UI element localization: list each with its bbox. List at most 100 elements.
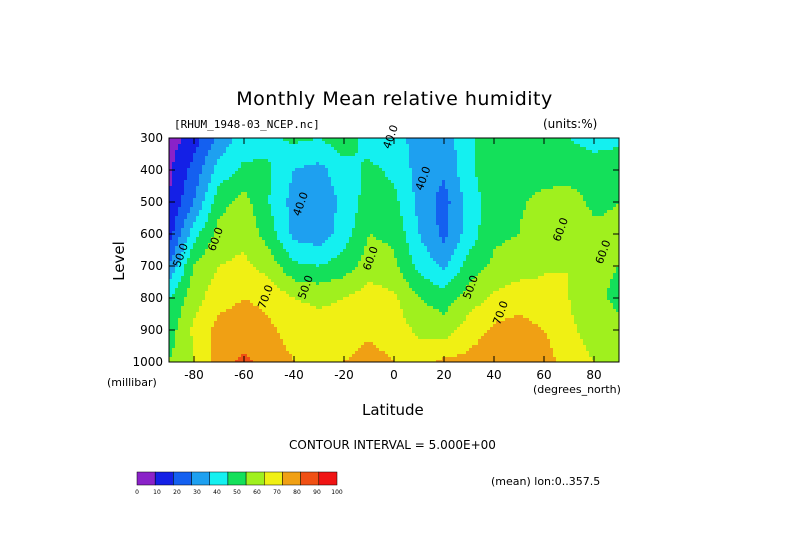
field-cell <box>421 225 425 229</box>
field-cell <box>169 171 173 175</box>
field-cell <box>574 159 578 163</box>
field-cell <box>589 138 593 142</box>
field-cell <box>532 216 536 220</box>
field-cell <box>523 138 527 142</box>
field-cell <box>427 189 431 193</box>
field-cell <box>202 192 206 196</box>
field-cell <box>235 198 239 202</box>
field-cell <box>496 234 500 238</box>
field-cell <box>430 153 434 157</box>
field-cell <box>388 195 392 199</box>
field-cell <box>220 231 224 235</box>
field-cell <box>274 153 278 157</box>
field-cell <box>199 180 203 184</box>
field-cell <box>529 138 533 142</box>
field-cell <box>610 183 614 187</box>
field-cell <box>490 156 494 160</box>
field-cell <box>499 189 503 193</box>
field-cell <box>256 231 260 235</box>
field-cell <box>529 177 533 181</box>
field-cell <box>202 177 206 181</box>
field-cell <box>388 156 392 160</box>
field-cell <box>550 207 554 211</box>
field-cell <box>544 147 548 151</box>
field-cell <box>574 186 578 190</box>
field-cell <box>226 204 230 208</box>
field-cell <box>325 162 329 166</box>
field-cell <box>418 216 422 220</box>
field-cell <box>451 162 455 166</box>
field-cell <box>409 144 413 148</box>
field-cell <box>310 210 314 214</box>
field-cell <box>340 159 344 163</box>
field-cell <box>172 228 176 232</box>
field-cell <box>514 207 518 211</box>
field-cell <box>427 186 431 190</box>
field-cell <box>598 195 602 199</box>
field-cell <box>244 159 248 163</box>
field-cell <box>202 216 206 220</box>
field-cell <box>379 159 383 163</box>
field-cell <box>478 138 482 142</box>
field-cell <box>595 213 599 217</box>
field-cell <box>544 225 548 229</box>
field-cell <box>439 231 443 235</box>
field-cell <box>352 180 356 184</box>
field-cell <box>193 159 197 163</box>
field-cell <box>496 192 500 196</box>
field-cell <box>235 156 239 160</box>
field-cell <box>316 180 320 184</box>
field-cell <box>355 150 359 154</box>
field-cell <box>313 198 317 202</box>
field-cell <box>385 228 389 232</box>
field-cell <box>475 192 479 196</box>
field-cell <box>181 174 185 178</box>
field-cell <box>238 228 242 232</box>
field-cell <box>520 153 524 157</box>
field-cell <box>271 171 275 175</box>
field-cell <box>580 180 584 184</box>
field-cell <box>463 204 467 208</box>
field-cell <box>502 186 506 190</box>
field-cell <box>415 165 419 169</box>
field-cell <box>580 231 584 235</box>
field-cell <box>241 231 245 235</box>
field-cell <box>598 204 602 208</box>
field-cell <box>280 198 284 202</box>
field-cell <box>529 141 533 145</box>
field-cell <box>259 153 263 157</box>
field-cell <box>283 177 287 181</box>
field-cell <box>604 201 608 205</box>
field-cell <box>535 159 539 163</box>
field-cell <box>370 198 374 202</box>
field-cell <box>175 195 179 199</box>
field-cell <box>580 183 584 187</box>
field-cell <box>304 189 308 193</box>
field-cell <box>442 228 446 232</box>
field-cell <box>340 147 344 151</box>
field-cell <box>292 144 296 148</box>
field-cell <box>610 219 614 223</box>
field-cell <box>325 177 329 181</box>
field-cell <box>469 147 473 151</box>
field-cell <box>511 144 515 148</box>
field-cell <box>538 156 542 160</box>
field-cell <box>382 207 386 211</box>
field-cell <box>325 183 329 187</box>
field-cell <box>457 228 461 232</box>
field-cell <box>352 195 356 199</box>
field-cell <box>499 210 503 214</box>
field-cell <box>370 138 374 142</box>
field-cell <box>517 189 521 193</box>
field-cell <box>478 219 482 223</box>
field-cell <box>226 183 230 187</box>
field-cell <box>481 225 485 229</box>
field-cell <box>454 165 458 169</box>
field-cell <box>541 207 545 211</box>
field-cell <box>502 165 506 169</box>
field-cell <box>310 216 314 220</box>
field-cell <box>484 201 488 205</box>
field-cell <box>457 183 461 187</box>
field-cell <box>616 174 620 178</box>
field-cell <box>610 195 614 199</box>
